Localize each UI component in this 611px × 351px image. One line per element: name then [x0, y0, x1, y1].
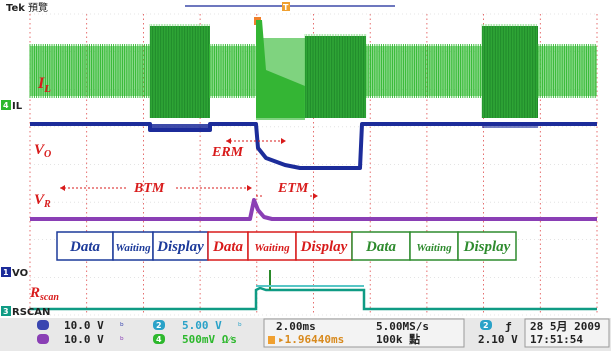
mode-label: Waiting: [416, 242, 452, 254]
ch2-bw-icon: ᵇ: [238, 322, 242, 332]
ch1-scale: 10.0 V: [64, 319, 104, 332]
mode-label: Display: [300, 239, 348, 255]
mode-label: Data: [365, 239, 397, 255]
timebase: 2.00ms: [276, 320, 316, 333]
mode-label: Display: [463, 239, 511, 255]
ch3-scale: 10.0 V: [64, 333, 104, 346]
mode-label: Waiting: [254, 242, 290, 254]
ch1-number: 1: [3, 268, 9, 277]
mode-sequence: Data Waiting Display Data Waiting Display Data…: [57, 232, 516, 260]
ch2-scale: 5.00 V: [182, 319, 222, 332]
sample-rate: 5.00MS/s: [376, 320, 429, 333]
ch3-number: 3: [3, 307, 9, 316]
trigger-level: 2.10 V: [478, 333, 518, 346]
ch1-marker[interactable]: 1 VO: [1, 267, 28, 279]
date-label: 28 5月 2009: [530, 320, 601, 333]
ch4-number-readout: 4: [156, 335, 162, 344]
trigger-marker-label: T: [283, 3, 289, 12]
ch4-number: 4: [3, 101, 9, 110]
mode-label: Waiting: [115, 242, 151, 254]
ch3-bw-icon: ᵇ: [120, 336, 124, 346]
trigger-slope-icon: ƒ: [505, 320, 512, 333]
etm-label: ETM: [277, 181, 309, 196]
ch1-bw-icon: ᵇ: [120, 322, 124, 332]
mode-label: Display: [156, 239, 204, 255]
erm-label: ERM: [211, 145, 244, 160]
btm-label: BTM: [133, 181, 165, 196]
ch4-marker[interactable]: 4 IL: [1, 100, 23, 112]
brand-label: Tek: [6, 3, 25, 14]
record-length: 100k 點: [376, 332, 420, 346]
trigger-channel: 2: [483, 321, 489, 330]
ch3-name: RSCAN: [12, 307, 50, 318]
mode-label: Data: [212, 239, 244, 255]
ch3-marker[interactable]: 3 RSCAN: [1, 306, 50, 318]
trigger-position: ▸1.96440ms: [278, 333, 344, 346]
time-label: 17:51:54: [530, 333, 583, 346]
mode-label: Data: [69, 239, 101, 255]
acquisition-status: 預覽: [28, 1, 48, 14]
vo-ripple-band: [150, 124, 210, 132]
trigger-delay-icon: [268, 336, 275, 344]
ch1-name: VO: [12, 268, 28, 279]
vo-ripple-band: [482, 122, 538, 128]
ch2-number: 2: [156, 321, 162, 330]
ch4-name: IL: [12, 101, 23, 112]
ch4-scale: 500mV Ω⁄s: [182, 333, 237, 346]
il-envelope-active: [482, 26, 538, 118]
